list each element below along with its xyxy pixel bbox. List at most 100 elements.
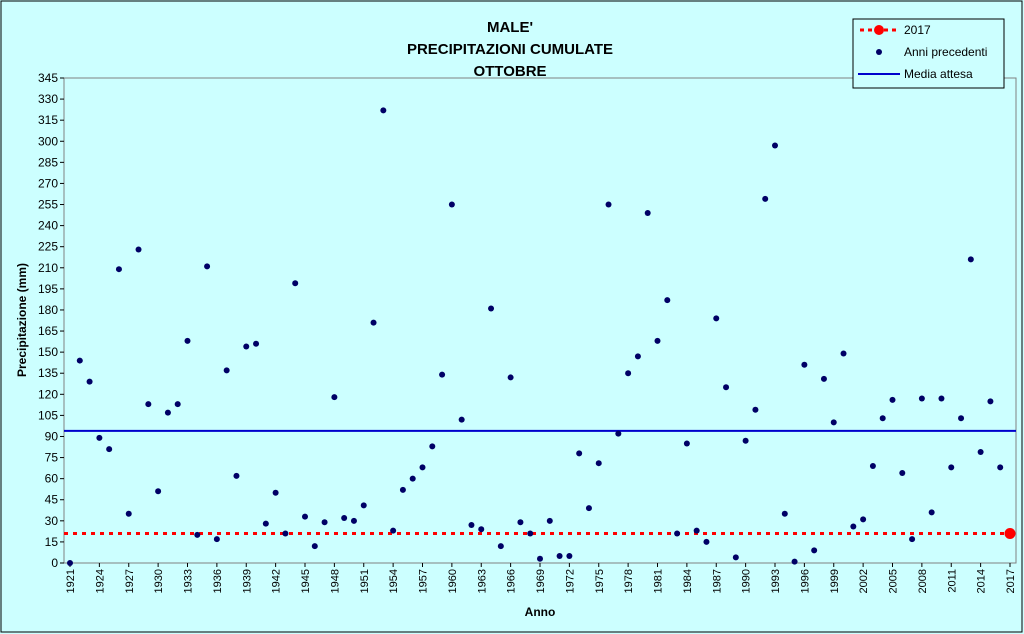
point	[370, 319, 377, 326]
point	[693, 527, 700, 534]
x-tick-label: 2008	[917, 569, 929, 593]
legend-label: Media attesa	[904, 67, 973, 81]
x-axis-label: Anno	[525, 605, 556, 619]
point	[732, 554, 739, 561]
x-tick-label: 1969	[535, 569, 547, 593]
point	[752, 406, 759, 413]
x-tick-label: 1960	[447, 569, 459, 593]
point	[938, 395, 945, 402]
point	[742, 437, 749, 444]
point	[860, 516, 867, 523]
x-tick-label: 2011	[946, 569, 958, 593]
plot-area	[63, 77, 1017, 564]
point	[76, 357, 83, 364]
point	[213, 536, 220, 543]
point	[253, 340, 260, 347]
y-tick-label: 90	[45, 429, 59, 443]
point	[595, 460, 602, 467]
x-tick-label: 1993	[770, 569, 782, 593]
y-tick-label: 240	[38, 219, 58, 233]
legend-swatch	[874, 25, 884, 35]
point	[781, 510, 788, 517]
point	[840, 350, 847, 357]
point	[801, 361, 808, 368]
point	[967, 256, 974, 263]
x-tick-label: 1936	[212, 569, 224, 593]
point	[958, 415, 965, 422]
point	[634, 353, 641, 360]
x-tick-label: 1939	[241, 569, 253, 593]
point	[674, 530, 681, 537]
point	[380, 107, 387, 114]
point	[350, 517, 357, 524]
point	[86, 378, 93, 385]
point	[909, 536, 916, 543]
point	[977, 448, 984, 455]
point	[723, 384, 730, 391]
point	[899, 470, 906, 477]
point	[155, 488, 162, 495]
x-tick-label: 2017	[1005, 569, 1017, 593]
point	[625, 370, 632, 377]
point	[135, 246, 142, 253]
point	[468, 522, 475, 529]
y-tick-label: 270	[38, 176, 58, 190]
point	[644, 209, 651, 216]
point	[439, 371, 446, 378]
x-tick-label: 1963	[476, 569, 488, 593]
point	[184, 337, 191, 344]
point	[331, 394, 338, 401]
point	[497, 543, 504, 550]
x-tick-label: 2002	[858, 569, 870, 593]
point	[458, 416, 465, 423]
x-tick-label: 1990	[741, 569, 753, 593]
point	[928, 509, 935, 516]
chart-title: MALE'	[487, 19, 533, 36]
y-tick-label: 195	[38, 282, 58, 296]
point	[605, 201, 612, 208]
x-tick-label: 1972	[564, 569, 576, 593]
y-tick-label: 135	[38, 366, 58, 380]
x-tick-label: 1927	[124, 569, 136, 593]
chart-title: PRECIPITAZIONI CUMULATE	[407, 41, 613, 58]
legend-swatch	[876, 49, 882, 55]
point	[556, 552, 563, 559]
y-tick-label: 120	[38, 387, 58, 401]
point	[233, 472, 240, 479]
point	[889, 396, 896, 403]
x-tick-label: 1984	[682, 569, 694, 593]
point	[194, 531, 201, 538]
point	[585, 505, 592, 512]
point	[292, 280, 299, 287]
point	[615, 430, 622, 437]
point	[341, 515, 348, 522]
point	[527, 530, 534, 537]
point	[262, 520, 269, 527]
point	[948, 464, 955, 471]
point	[654, 337, 661, 344]
point	[272, 489, 279, 496]
point	[164, 409, 171, 416]
x-tick-label: 1921	[65, 569, 77, 593]
x-tick-label: 1933	[183, 569, 195, 593]
y-tick-label: 105	[38, 408, 58, 422]
point	[507, 374, 514, 381]
point	[448, 201, 455, 208]
x-tick-label: 1930	[153, 569, 165, 593]
point	[96, 434, 103, 441]
y-tick-label: 30	[45, 514, 59, 528]
y-tick-label: 75	[45, 451, 59, 465]
point	[115, 266, 122, 273]
x-tick-label: 1945	[300, 569, 312, 593]
point	[106, 446, 113, 453]
x-tick-label: 1996	[799, 569, 811, 593]
x-tick-label: 1987	[711, 569, 723, 593]
point	[321, 519, 328, 526]
point	[302, 513, 308, 520]
point	[664, 297, 671, 304]
point	[282, 530, 289, 537]
x-tick-label: 1999	[829, 569, 841, 593]
point	[360, 502, 367, 509]
point	[419, 464, 426, 471]
